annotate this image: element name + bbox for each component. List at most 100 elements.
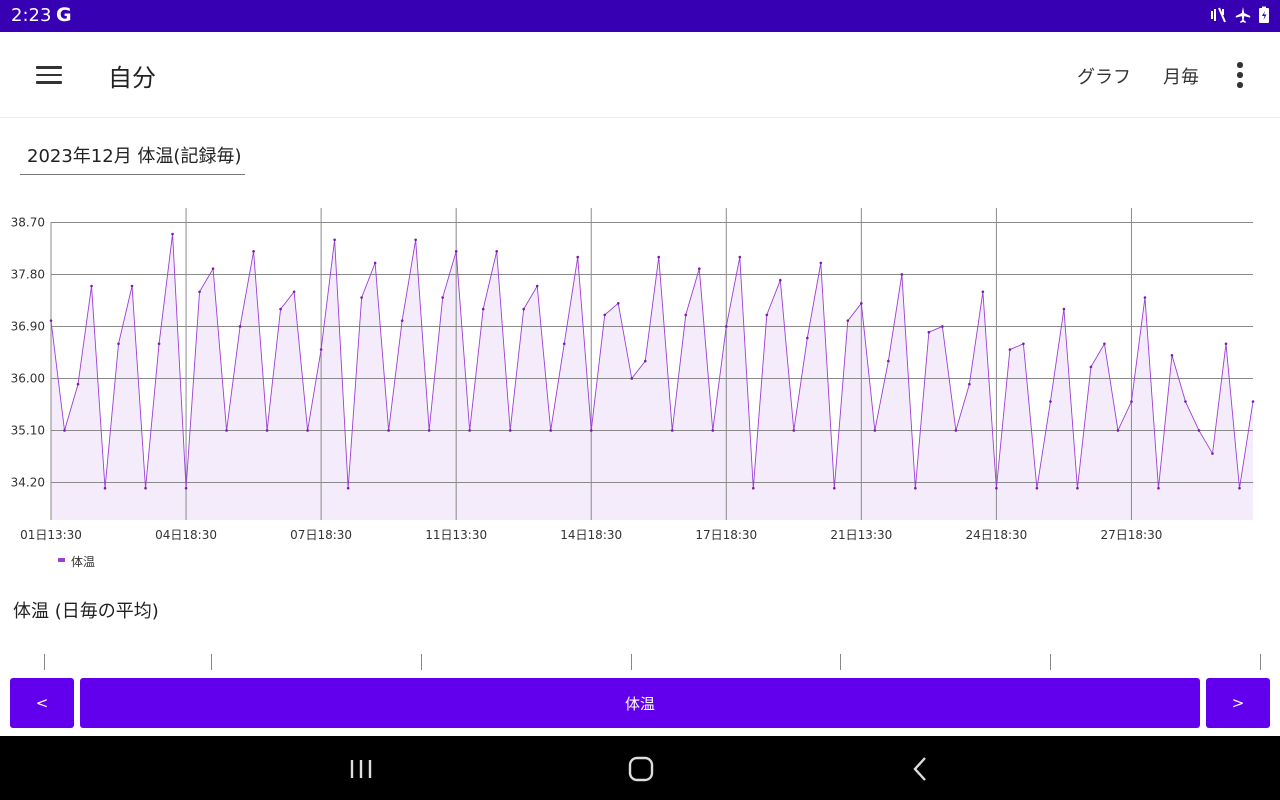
x-tick-label: 24日18:30 [965,528,1027,542]
data-point [1089,365,1093,369]
data-point [684,313,688,317]
data-point [360,296,363,299]
monthly-action-button[interactable]: 月毎 [1163,67,1199,88]
series-line [50,233,1254,489]
data-point [589,429,593,432]
data-point [90,284,93,288]
data-point [1197,429,1201,432]
data-point [144,486,147,490]
data-point [954,429,958,432]
data-point [819,261,823,265]
data-point [914,486,917,490]
y-tick-label: 38.70 [11,215,45,229]
data-point [387,429,390,432]
data-point [508,429,512,432]
data-point [738,255,742,259]
period-selector-label: 2023年12月 体温(記録毎) [27,146,242,167]
x-tick-label: 01日13:30 [20,528,82,542]
airplane-mode-icon [1235,7,1251,23]
data-point [468,429,471,432]
data-point [225,429,228,432]
graph-action-button[interactable]: グラフ [1077,67,1131,88]
data-point [941,325,944,328]
data-point [860,302,863,305]
data-point [130,284,134,288]
daily-average-chart-axis [0,654,1280,670]
data-point [535,284,539,288]
data-point [562,342,566,346]
data-point [1076,486,1079,490]
data-point [427,429,431,432]
data-point [806,336,809,340]
back-icon[interactable] [906,754,936,784]
data-point [495,250,498,253]
data-point [549,429,553,432]
data-point [319,348,323,351]
data-point [630,377,634,380]
app-bar: 自分 グラフ 月毎 [0,32,1280,118]
data-point [1224,342,1228,346]
data-point [873,429,877,432]
x-tick-label: 27日18:30 [1101,528,1163,542]
x-tick-label: 14日18:30 [560,528,622,542]
series-area [51,234,1253,520]
data-point [252,250,255,253]
data-point [103,486,107,490]
data-point [400,319,404,322]
x-tick-label: 07日18:30 [290,528,352,542]
y-tick-label: 37.80 [11,267,45,281]
data-point [238,325,242,328]
data-point [333,238,336,242]
status-icons [1210,6,1270,24]
data-point [1130,400,1133,403]
home-icon[interactable] [626,754,656,784]
data-point [373,261,377,265]
data-point [522,307,525,311]
data-point [1035,486,1039,490]
data-point [887,359,890,363]
data-point [63,429,66,432]
data-point [616,302,620,305]
data-point [171,232,174,236]
data-point [49,319,53,322]
temperature-chart: 38.70 37.80 36.90 36.00 35.10 34.20 01日13:30 04… [11,208,1255,569]
data-point [1103,342,1106,346]
data-point [1211,452,1214,455]
x-tick-label: 17日18:30 [695,528,757,542]
metric-button[interactable]: 体温 [80,678,1200,728]
data-point [279,307,282,311]
data-point [76,382,80,386]
data-point [1157,486,1160,490]
data-point [184,486,188,490]
data-point [1143,296,1147,299]
legend-swatch [58,558,65,562]
data-point [927,330,931,334]
menu-icon[interactable] [36,66,62,84]
next-button[interactable]: > [1206,678,1270,728]
data-point [441,296,444,299]
previous-button[interactable]: < [10,678,74,728]
data-point [1062,307,1066,311]
data-point [1170,354,1174,357]
data-point [157,342,161,346]
x-tick-label: 04日18:30 [155,528,217,542]
data-point [1238,486,1241,490]
status-bar: 2:23 G [0,0,1280,32]
data-point [1008,348,1012,351]
more-options-icon[interactable] [1234,62,1246,88]
data-point [265,429,269,432]
data-point [1251,400,1255,403]
data-point [292,290,296,294]
data-point [414,238,417,242]
data-point [1184,400,1187,403]
data-point [900,273,904,276]
google-icon: G [56,4,72,26]
recent-apps-icon[interactable] [346,754,376,784]
period-selector[interactable]: 2023年12月 体温(記録毎) [20,140,245,175]
data-point [833,486,836,490]
y-tick-label: 36.00 [11,371,45,385]
x-tick-label: 11日13:30 [425,528,487,542]
data-point [792,429,796,432]
data-point [779,278,782,282]
data-point [751,486,755,490]
